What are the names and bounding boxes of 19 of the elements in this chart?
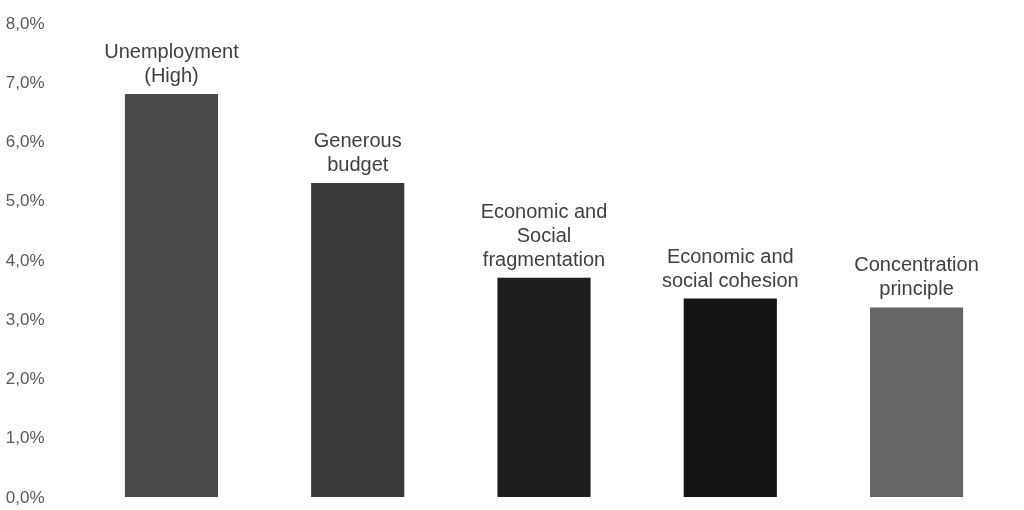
y-tick-label: 7,0% bbox=[5, 72, 45, 92]
y-tick-label: 6,0% bbox=[5, 132, 45, 151]
x-tick-label: Concentration principle bbox=[854, 253, 979, 300]
y-tick-label: 8,0% bbox=[5, 13, 45, 33]
y-tick-label: 5,0% bbox=[5, 191, 45, 211]
bar bbox=[497, 277, 591, 497]
y-tick-label: 0,0% bbox=[5, 487, 45, 507]
bar bbox=[869, 307, 964, 497]
y-tick-label: 3,0% bbox=[5, 309, 45, 329]
y-tick-label: 2,0% bbox=[5, 369, 45, 388]
bar bbox=[683, 298, 777, 497]
x-tick-label: Economic and social cohesion bbox=[661, 244, 799, 291]
x-tick-label: Economic and Social fragmentation bbox=[480, 199, 608, 270]
y-tick-label: 4,0% bbox=[5, 250, 45, 270]
x-tick-label: Generous budget bbox=[313, 128, 402, 175]
bar bbox=[124, 94, 219, 497]
bar bbox=[311, 182, 405, 497]
x-tick-label: Unemployment (High) bbox=[104, 40, 240, 87]
y-tick-label: 1,0% bbox=[5, 428, 45, 448]
